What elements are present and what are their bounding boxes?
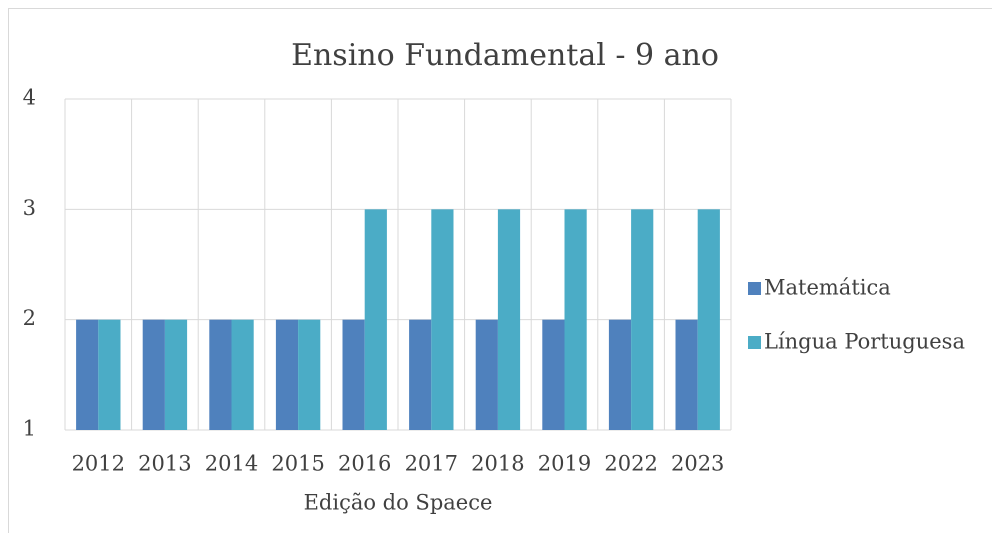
- x-tick-label: 2013: [138, 452, 191, 476]
- x-tick-label: 2019: [538, 452, 591, 476]
- bar: [231, 319, 254, 430]
- bar: [497, 209, 521, 430]
- x-axis-label: Edição do Spaece: [304, 491, 493, 515]
- bar: [142, 319, 165, 430]
- bar: [164, 319, 188, 430]
- bar: [98, 319, 121, 430]
- x-tick-label: 2023: [671, 452, 724, 476]
- y-tick-label: 1: [23, 417, 36, 441]
- legend-label: Matemática: [764, 276, 891, 300]
- y-tick-label: 3: [23, 196, 36, 220]
- legend-swatch: [748, 336, 761, 349]
- x-tick-label: 2016: [338, 452, 391, 476]
- bar: [542, 319, 565, 430]
- bar: [342, 319, 365, 430]
- legend-label: Língua Portuguesa: [764, 330, 965, 354]
- bar: [697, 209, 720, 430]
- chart-title: Ensino Fundamental - 9 ano: [291, 38, 719, 73]
- bar: [475, 319, 498, 430]
- x-tick-label: 2022: [604, 452, 657, 476]
- x-tick-label: 2017: [405, 452, 458, 476]
- bar: [431, 209, 454, 430]
- x-tick-label: 2012: [72, 452, 125, 476]
- bar: [298, 319, 321, 430]
- legend-swatch: [748, 282, 761, 295]
- bar: [275, 319, 299, 430]
- bar: [364, 209, 387, 430]
- y-tick-label: 4: [23, 86, 36, 110]
- bar: [608, 319, 632, 430]
- bar: [564, 209, 587, 430]
- x-tick-label: 2015: [271, 452, 324, 476]
- y-tick-label: 2: [23, 306, 36, 330]
- x-tick-label: 2018: [471, 452, 524, 476]
- chart-frame: [8, 8, 992, 533]
- bar: [209, 319, 232, 430]
- bar: [631, 209, 654, 430]
- bar: [76, 319, 99, 430]
- x-tick-label: 2014: [205, 452, 258, 476]
- bar: [409, 319, 432, 430]
- bar: [675, 319, 698, 430]
